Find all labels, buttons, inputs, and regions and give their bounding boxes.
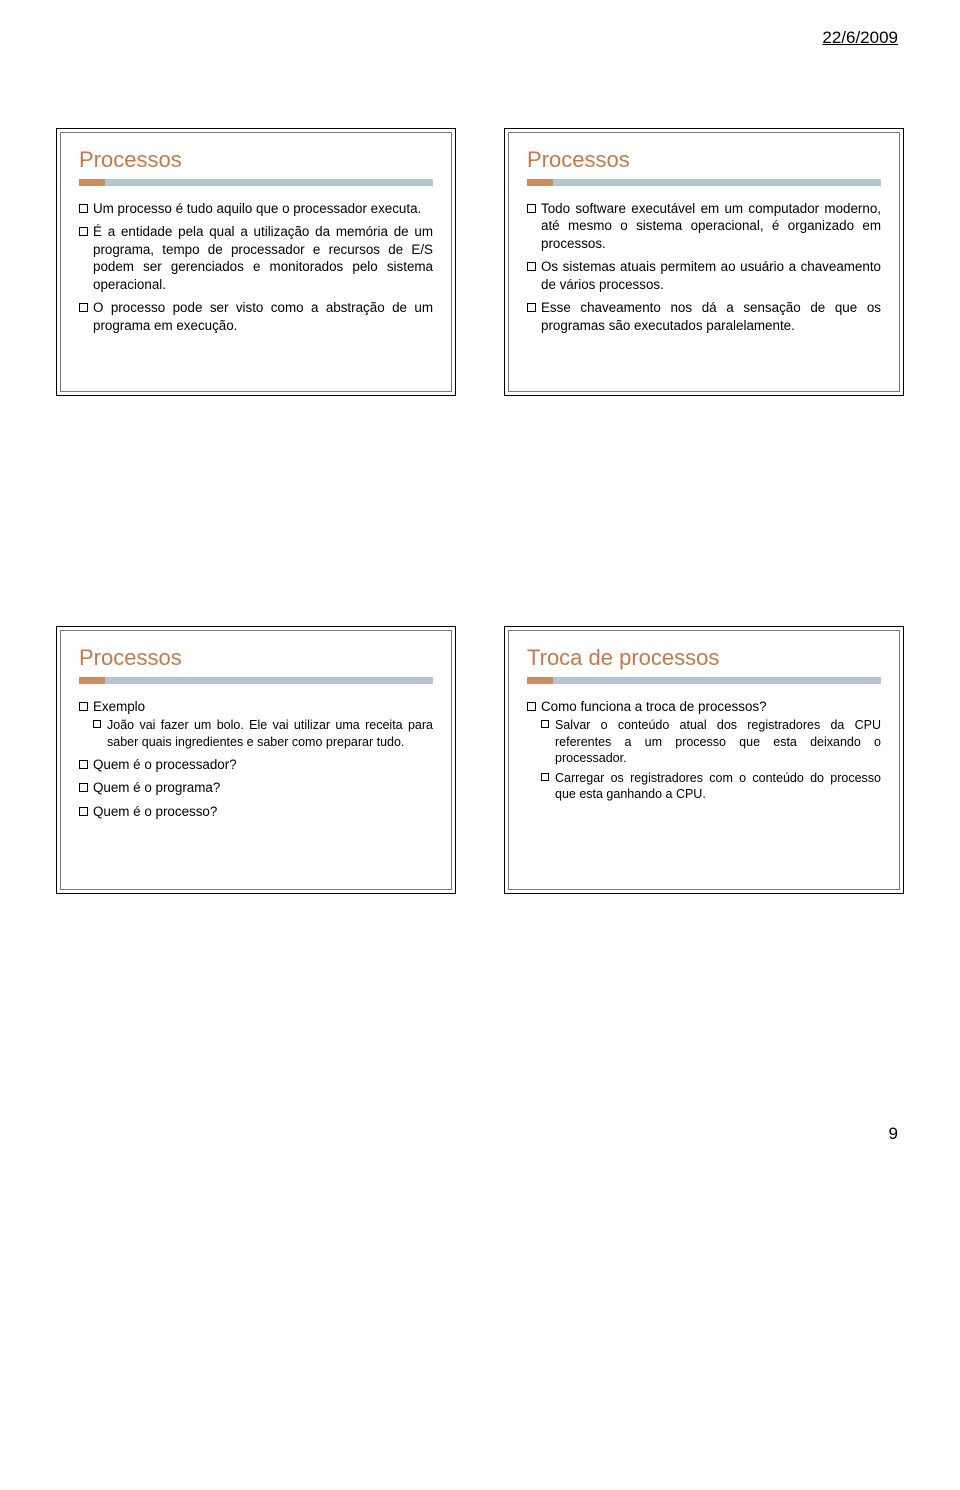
title-bar xyxy=(79,677,433,684)
list-item: Um processo é tudo aquilo que o processa… xyxy=(79,200,433,217)
slide-title: Troca de processos xyxy=(527,645,881,671)
list-item: É a entidade pela qual a utilização da m… xyxy=(79,223,433,293)
page-date: 22/6/2009 xyxy=(56,28,904,48)
slide-list: Todo software executável em um computado… xyxy=(527,200,881,334)
sub-list: João vai fazer um bolo. Ele vai utilizar… xyxy=(93,717,433,750)
slide-2: Processos Todo software executável em um… xyxy=(504,128,904,396)
list-item: Quem é o processador? xyxy=(79,756,433,773)
slide-1: Processos Um processo é tudo aquilo que … xyxy=(56,128,456,396)
list-item: Quem é o programa? xyxy=(79,779,433,796)
page-number: 9 xyxy=(56,1124,904,1144)
sub-list-item: Salvar o conteúdo atual dos registradore… xyxy=(541,717,881,766)
sub-list-item: Carregar os registradores com o conteúdo… xyxy=(541,770,881,803)
title-bar xyxy=(527,677,881,684)
list-item: Como funciona a troca de processos? Salv… xyxy=(527,698,881,803)
slide-list: Como funciona a troca de processos? Salv… xyxy=(527,698,881,803)
sub-list-item: João vai fazer um bolo. Ele vai utilizar… xyxy=(93,717,433,750)
sub-list: Salvar o conteúdo atual dos registradore… xyxy=(541,717,881,802)
slide-title: Processos xyxy=(527,147,881,173)
list-item: Os sistemas atuais permitem ao usuário a… xyxy=(527,258,881,293)
list-item-text: Como funciona a troca de processos? xyxy=(541,699,767,714)
list-item: Todo software executável em um computado… xyxy=(527,200,881,252)
slide-3: Processos Exemplo João vai fazer um bolo… xyxy=(56,626,456,894)
title-bar xyxy=(79,179,433,186)
list-item: Quem é o processo? xyxy=(79,803,433,820)
slide-title: Processos xyxy=(79,645,433,671)
slide-4: Troca de processos Como funciona a troca… xyxy=(504,626,904,894)
list-item: Exemplo João vai fazer um bolo. Ele vai … xyxy=(79,698,433,750)
list-item-text: Exemplo xyxy=(93,699,145,714)
list-item: O processo pode ser visto como a abstraç… xyxy=(79,299,433,334)
title-bar xyxy=(527,179,881,186)
slide-list: Um processo é tudo aquilo que o processa… xyxy=(79,200,433,334)
slide-title: Processos xyxy=(79,147,433,173)
slide-row-1: Processos Um processo é tudo aquilo que … xyxy=(56,128,904,396)
slide-row-2: Processos Exemplo João vai fazer um bolo… xyxy=(56,626,904,894)
list-item: Esse chaveamento nos dá a sensação de qu… xyxy=(527,299,881,334)
slide-list: Exemplo João vai fazer um bolo. Ele vai … xyxy=(79,698,433,820)
